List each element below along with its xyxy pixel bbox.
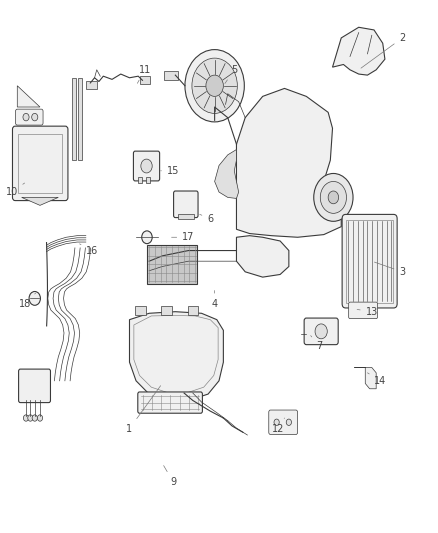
Circle shape xyxy=(37,415,42,421)
Circle shape xyxy=(23,114,29,121)
Bar xyxy=(86,81,97,89)
Bar xyxy=(178,214,194,219)
Polygon shape xyxy=(354,368,376,389)
Text: 12: 12 xyxy=(272,418,285,434)
Polygon shape xyxy=(17,86,40,107)
Text: 15: 15 xyxy=(161,166,179,176)
Circle shape xyxy=(185,50,244,122)
Circle shape xyxy=(286,419,291,425)
Text: 3: 3 xyxy=(374,262,406,277)
Circle shape xyxy=(274,419,279,425)
Bar xyxy=(135,306,146,316)
FancyBboxPatch shape xyxy=(147,245,197,284)
Circle shape xyxy=(206,75,223,96)
Circle shape xyxy=(192,58,237,114)
Circle shape xyxy=(315,324,327,339)
FancyBboxPatch shape xyxy=(18,369,50,402)
Bar xyxy=(18,134,62,193)
FancyBboxPatch shape xyxy=(304,318,338,345)
Text: 5: 5 xyxy=(225,65,237,84)
Bar xyxy=(138,177,142,182)
FancyBboxPatch shape xyxy=(269,410,297,434)
FancyBboxPatch shape xyxy=(12,126,68,200)
Text: 6: 6 xyxy=(200,214,213,224)
Polygon shape xyxy=(332,27,385,75)
Bar xyxy=(146,177,150,182)
Circle shape xyxy=(328,191,339,204)
Bar xyxy=(346,220,393,303)
Circle shape xyxy=(32,415,37,421)
Polygon shape xyxy=(215,150,239,198)
Bar xyxy=(187,306,198,316)
Circle shape xyxy=(32,114,38,121)
Bar xyxy=(164,71,177,80)
Text: 17: 17 xyxy=(172,232,194,243)
Text: 14: 14 xyxy=(367,373,387,386)
Bar xyxy=(161,306,172,316)
Circle shape xyxy=(141,159,152,173)
FancyBboxPatch shape xyxy=(138,392,202,413)
Text: 2: 2 xyxy=(361,33,406,68)
Bar xyxy=(72,78,76,160)
Polygon shape xyxy=(21,197,58,205)
Polygon shape xyxy=(237,88,341,237)
Circle shape xyxy=(29,292,40,305)
FancyBboxPatch shape xyxy=(173,191,198,217)
Text: 16: 16 xyxy=(80,244,99,255)
Polygon shape xyxy=(130,312,223,400)
Text: 7: 7 xyxy=(311,336,322,351)
FancyBboxPatch shape xyxy=(349,302,378,319)
Circle shape xyxy=(142,231,152,244)
Text: 13: 13 xyxy=(357,306,378,317)
Text: 9: 9 xyxy=(164,466,176,487)
Circle shape xyxy=(23,415,28,421)
Bar xyxy=(78,78,82,160)
FancyBboxPatch shape xyxy=(15,109,43,125)
Text: 1: 1 xyxy=(127,386,161,434)
Circle shape xyxy=(28,415,33,421)
Text: 10: 10 xyxy=(6,183,25,197)
Text: 18: 18 xyxy=(18,293,35,309)
Text: 11: 11 xyxy=(138,65,151,83)
Polygon shape xyxy=(237,236,289,277)
FancyBboxPatch shape xyxy=(342,214,397,308)
Circle shape xyxy=(320,181,346,213)
Circle shape xyxy=(314,173,353,221)
FancyBboxPatch shape xyxy=(134,151,159,181)
Bar xyxy=(140,76,150,84)
Text: 4: 4 xyxy=(212,290,218,309)
